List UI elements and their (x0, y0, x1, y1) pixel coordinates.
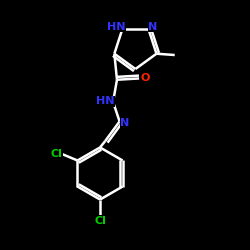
Text: Cl: Cl (94, 216, 106, 226)
Text: HN: HN (96, 96, 114, 106)
Text: Cl: Cl (50, 149, 62, 159)
Text: N: N (148, 22, 158, 32)
Text: N: N (120, 118, 130, 128)
Text: HN: HN (107, 22, 125, 32)
Text: O: O (140, 74, 149, 84)
